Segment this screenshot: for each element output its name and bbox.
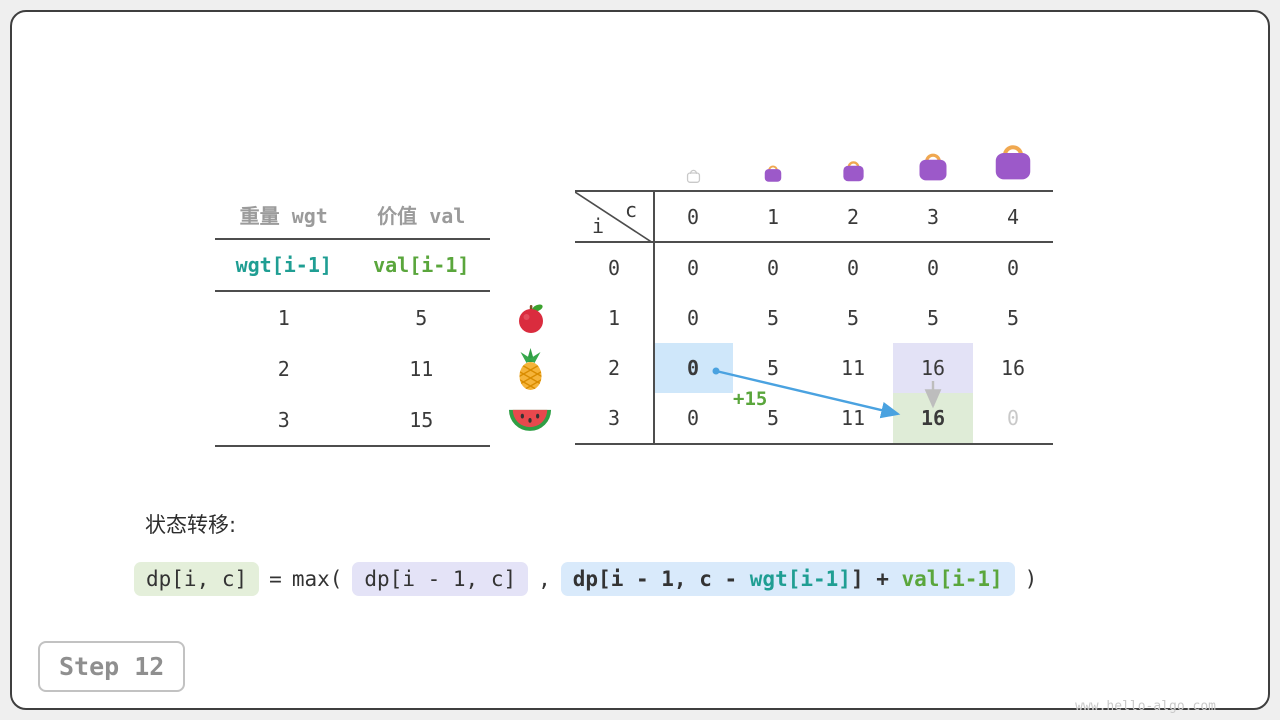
dp-cell: 5 bbox=[846, 306, 860, 330]
dp-cell: 5 bbox=[766, 306, 780, 330]
weight-value: 1 bbox=[277, 305, 290, 330]
weight-column-header: 重量 wgt bbox=[239, 203, 328, 228]
dp-table-row: 3 0 5 11 16 0 bbox=[575, 393, 1053, 443]
weights-table-var-row: wgt[i-1] val[i-1] bbox=[215, 240, 490, 292]
dp-cell: 11 bbox=[840, 406, 866, 430]
dp-col-header: 2 bbox=[846, 204, 860, 229]
val-variable-label: val[i-1] bbox=[373, 253, 470, 277]
dp-row-label: 1 bbox=[607, 306, 621, 330]
dp-table-header: c i 0 1 2 3 4 bbox=[575, 192, 1053, 243]
formula-arg2-val: val[i-1] bbox=[901, 567, 1003, 591]
bag-icon-4 bbox=[973, 120, 1053, 186]
dp-cell: 5 bbox=[926, 306, 940, 330]
formula-comma: , bbox=[538, 567, 551, 591]
formula-lhs: dp[i, c] bbox=[134, 562, 260, 596]
item-value: 11 bbox=[409, 356, 434, 381]
dp-table: c i 0 1 2 3 4 0 0 0 0 0 0 1 bbox=[575, 190, 1053, 445]
dp-cell: 0 bbox=[926, 256, 940, 280]
dp-row-label: 0 bbox=[607, 256, 621, 280]
dp-table-row: 2 0 5 11 16 16 bbox=[575, 343, 1053, 393]
added-value-annotation: +15 bbox=[733, 388, 768, 410]
formula-arg2-prefix: dp[i - 1, c - bbox=[572, 567, 750, 591]
weights-table-row: 2 11 bbox=[215, 343, 490, 394]
dp-cell: 0 bbox=[846, 256, 860, 280]
dp-cell: 0 bbox=[686, 306, 700, 330]
capacity-axis-label: c bbox=[624, 198, 637, 222]
weight-value: 3 bbox=[277, 407, 290, 432]
item-value: 15 bbox=[409, 407, 434, 432]
dp-col-header: 1 bbox=[766, 204, 780, 229]
dp-cell: 0 bbox=[1006, 256, 1020, 280]
dp-cell-source: 0 bbox=[653, 343, 733, 393]
transition-formula: dp[i, c] = max( dp[i - 1, c] , dp[i - 1,… bbox=[134, 562, 1037, 596]
formula-arg2-mid: ] + bbox=[850, 567, 902, 591]
weights-table-header: 重量 wgt 价值 val bbox=[215, 190, 490, 240]
dp-cell-current: 16 bbox=[893, 393, 973, 443]
dp-table-divider bbox=[653, 192, 655, 443]
formula-close: ) bbox=[1024, 567, 1038, 591]
dp-cell: 16 bbox=[1000, 356, 1026, 380]
item-value: 5 bbox=[415, 305, 428, 330]
watermark: www.hello-algo.com bbox=[1075, 699, 1216, 714]
dp-table-body: 0 0 0 0 0 0 1 0 5 5 5 5 2 0 bbox=[575, 243, 1053, 443]
empty-bag-icon bbox=[653, 120, 733, 186]
dp-cell: 5 bbox=[1006, 306, 1020, 330]
wgt-variable-label: wgt[i-1] bbox=[235, 253, 332, 277]
dp-col-header: 0 bbox=[686, 204, 700, 229]
formula-arg2-wgt: wgt[i-1] bbox=[749, 567, 851, 591]
pineapple-icon bbox=[512, 348, 549, 396]
formula-arg1: dp[i - 1, c] bbox=[352, 562, 529, 596]
formula-equals: = bbox=[269, 567, 282, 591]
watermelon-icon bbox=[508, 404, 552, 437]
weights-table-row: 3 15 bbox=[215, 394, 490, 445]
dp-cell: 0 bbox=[686, 406, 700, 430]
weights-table-row: 1 5 bbox=[215, 292, 490, 343]
dp-row-label: 3 bbox=[607, 406, 621, 430]
weight-value: 2 bbox=[277, 356, 290, 381]
bag-icon-1 bbox=[733, 120, 813, 186]
value-column-header: 价值 val bbox=[377, 203, 466, 228]
capacity-bags-row bbox=[653, 120, 1053, 186]
item-axis-label: i bbox=[592, 214, 605, 238]
dp-cell: 0 bbox=[766, 256, 780, 280]
dp-corner-cell: c i bbox=[575, 192, 653, 243]
dp-cell: 0 bbox=[686, 256, 700, 280]
bag-icon-3 bbox=[893, 120, 973, 186]
dp-cell: 11 bbox=[840, 356, 866, 380]
dp-col-header: 4 bbox=[1006, 204, 1020, 229]
step-badge: Step 12 bbox=[38, 641, 186, 692]
formula-max-open: max( bbox=[291, 567, 343, 591]
dp-cell: 5 bbox=[766, 356, 780, 380]
dp-row-label: 2 bbox=[607, 356, 621, 380]
bag-icon-2 bbox=[813, 120, 893, 186]
weights-values-table: 重量 wgt 价值 val wgt[i-1] val[i-1] 1 5 2 11… bbox=[215, 190, 490, 447]
dp-table-row: 1 0 5 5 5 5 bbox=[575, 293, 1053, 343]
formula-arg2: dp[i - 1, c - wgt[i-1]] + val[i-1] bbox=[560, 562, 1015, 596]
corner-diagonal-line bbox=[575, 192, 653, 243]
dp-cell-pending: 0 bbox=[1006, 406, 1020, 430]
dp-table-row: 0 0 0 0 0 0 bbox=[575, 243, 1053, 293]
transition-section-label: 状态转移: bbox=[145, 513, 237, 537]
apple-icon bbox=[513, 299, 549, 339]
dp-col-header: 3 bbox=[926, 204, 940, 229]
weights-table-body: 1 5 2 11 3 15 bbox=[215, 292, 490, 447]
dp-cell-compare: 16 bbox=[893, 343, 973, 393]
